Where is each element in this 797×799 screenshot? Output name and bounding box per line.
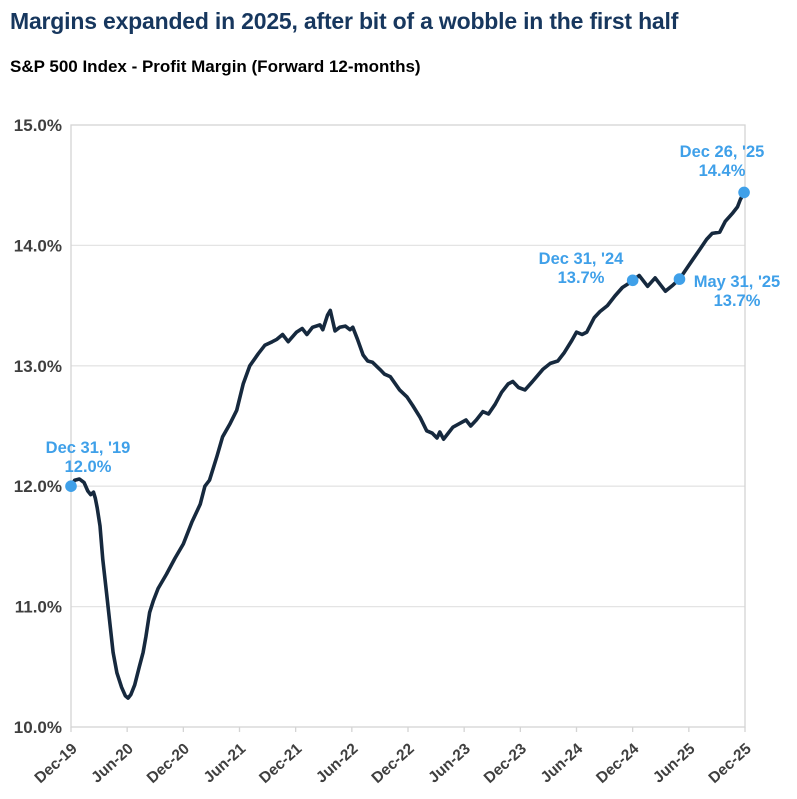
y-tick-label: 13.0% — [14, 357, 62, 376]
chart-headline: Margins expanded in 2025, after bit of a… — [10, 8, 679, 34]
x-tick-label: Jun-20 — [88, 740, 137, 786]
x-tick-label: Dec-25 — [706, 740, 755, 787]
x-tick-label: Jun-22 — [313, 740, 362, 786]
x-tick-label: Dec-21 — [256, 740, 305, 787]
x-tick-label: Jun-25 — [650, 740, 699, 786]
x-tick-label: Dec-23 — [481, 740, 530, 787]
x-tick-label: Dec-19 — [32, 740, 81, 787]
y-tick-label: 15.0% — [14, 116, 62, 135]
x-tick-label: Dec-24 — [593, 740, 642, 787]
x-tick-label: Dec-22 — [369, 740, 418, 787]
data-point-marker — [65, 480, 77, 493]
x-tick-label: Jun-23 — [425, 740, 474, 786]
data-point-marker — [626, 274, 639, 287]
annotation-label: Dec 26, '25 14.4% — [680, 143, 765, 180]
data-point-marker — [673, 273, 686, 285]
x-tick-label: Jun-21 — [201, 740, 250, 786]
chart-subtitle: S&P 500 Index - Profit Margin (Forward 1… — [10, 57, 421, 76]
plot-border — [70, 124, 746, 728]
profit-margin-line — [69, 190, 746, 700]
annotation-label: Dec 31, '24 13.7% — [539, 250, 624, 287]
x-tick-label: Jun-24 — [538, 740, 587, 786]
y-tick-label: 10.0% — [14, 718, 62, 737]
y-tick-label: 12.0% — [14, 477, 62, 496]
annotation-label: Dec 31, '19 12.0% — [46, 439, 131, 476]
y-tick-label: 11.0% — [15, 598, 62, 617]
annotation-label: May 31, '25 13.7% — [694, 273, 780, 310]
x-tick-label: Dec-20 — [144, 740, 193, 787]
y-tick-label: 14.0% — [14, 236, 62, 255]
data-point-marker — [738, 186, 750, 199]
